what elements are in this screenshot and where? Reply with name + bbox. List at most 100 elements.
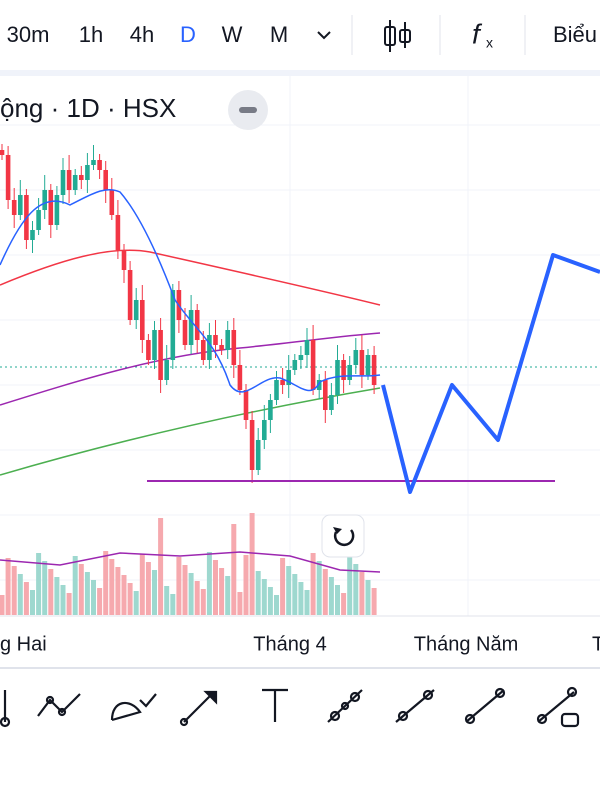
volume-bar	[60, 585, 66, 615]
x-axis: g Hai Tháng 4 Tháng Năm T	[0, 633, 600, 655]
chart-title: ộng · 1D · HSX	[0, 93, 176, 123]
right-label[interactable]: Biểu	[553, 22, 597, 47]
candle	[42, 190, 47, 210]
ma-blue	[0, 188, 381, 393]
tool[interactable]	[327, 689, 363, 723]
tool[interactable]	[110, 693, 157, 722]
candle	[164, 360, 169, 380]
svg-text:f: f	[472, 18, 483, 49]
volume-bar	[5, 558, 11, 615]
volume-bar	[164, 586, 170, 615]
interval[interactable]: 30m	[7, 22, 50, 47]
tool[interactable]	[395, 689, 435, 723]
ma-red	[0, 249, 381, 306]
volume-bar	[353, 564, 359, 615]
volume-bar	[365, 580, 371, 615]
tool[interactable]	[262, 688, 288, 722]
candle-icon[interactable]	[384, 20, 411, 52]
candle	[54, 195, 60, 225]
volume-bar	[237, 592, 243, 615]
volume-bar	[115, 567, 121, 615]
volume-bar	[23, 582, 29, 615]
volume-bar	[225, 576, 231, 615]
candle	[359, 350, 365, 375]
volume-bar	[103, 551, 109, 615]
volume-bar	[139, 554, 145, 615]
ma-purple	[0, 332, 381, 406]
chevron[interactable]	[317, 31, 331, 40]
candle	[347, 365, 352, 380]
candle	[188, 310, 194, 345]
volume-bar	[170, 594, 176, 615]
candle	[60, 170, 66, 195]
volume-bar	[194, 581, 200, 615]
volume-bar	[91, 580, 96, 615]
volume-ma	[0, 551, 381, 573]
candle	[255, 440, 261, 470]
candle	[292, 360, 298, 370]
x-label: Tháng 4	[253, 633, 326, 655]
candle	[274, 380, 279, 400]
volume-bar	[310, 553, 316, 615]
volume-bar	[267, 587, 273, 615]
volume-bar	[206, 552, 212, 615]
drawing-tools	[0, 686, 580, 728]
candle	[121, 250, 127, 270]
interval[interactable]: 1h	[79, 22, 103, 47]
reset-button[interactable]	[321, 514, 365, 558]
volume-bar	[298, 582, 304, 615]
tool[interactable]	[536, 686, 580, 728]
grid	[0, 76, 600, 616]
candle	[225, 330, 230, 350]
candle	[213, 335, 218, 345]
tool[interactable]	[464, 687, 506, 725]
drawn-path[interactable]	[381, 253, 600, 494]
candle	[353, 350, 359, 365]
volume-bar	[11, 566, 17, 615]
candle	[286, 370, 291, 385]
candle	[127, 270, 133, 320]
toolbar: 30m 1h 4h D W M	[7, 22, 289, 47]
candle	[219, 345, 224, 350]
interval[interactable]: D	[180, 22, 196, 47]
volume-bar	[359, 572, 365, 615]
volume-bar	[255, 571, 261, 615]
interval[interactable]: M	[270, 22, 288, 47]
interval[interactable]: W	[222, 22, 243, 47]
volume-bar	[341, 593, 347, 615]
reset-arrow	[333, 527, 342, 534]
volume-bar	[304, 590, 310, 615]
candle	[103, 170, 108, 190]
candle	[371, 355, 377, 385]
volume-bar	[231, 524, 237, 615]
tool[interactable]	[0, 690, 11, 728]
tool[interactable]	[179, 690, 218, 727]
candle	[170, 290, 176, 360]
volume-bar	[127, 583, 133, 615]
volume-bar	[78, 564, 84, 615]
candle	[280, 380, 285, 385]
volume-bar	[200, 589, 206, 615]
volume-bar	[42, 561, 48, 615]
divider	[0, 70, 600, 76]
tool[interactable]	[37, 693, 81, 717]
volume-bar	[152, 570, 157, 615]
volume-bar	[0, 595, 5, 615]
volume-bar	[17, 574, 23, 615]
volume-bar	[243, 555, 249, 615]
x-label: T	[592, 633, 600, 655]
ma-green	[0, 387, 381, 476]
candle	[268, 400, 273, 420]
candle	[310, 340, 316, 390]
volume-bar	[121, 575, 127, 615]
candle	[109, 190, 115, 215]
candle	[133, 300, 139, 320]
interval[interactable]: 4h	[130, 22, 154, 47]
volume-bar	[54, 577, 60, 615]
candle	[194, 310, 200, 340]
volume-bar	[188, 573, 194, 615]
volume-bar	[322, 569, 328, 615]
